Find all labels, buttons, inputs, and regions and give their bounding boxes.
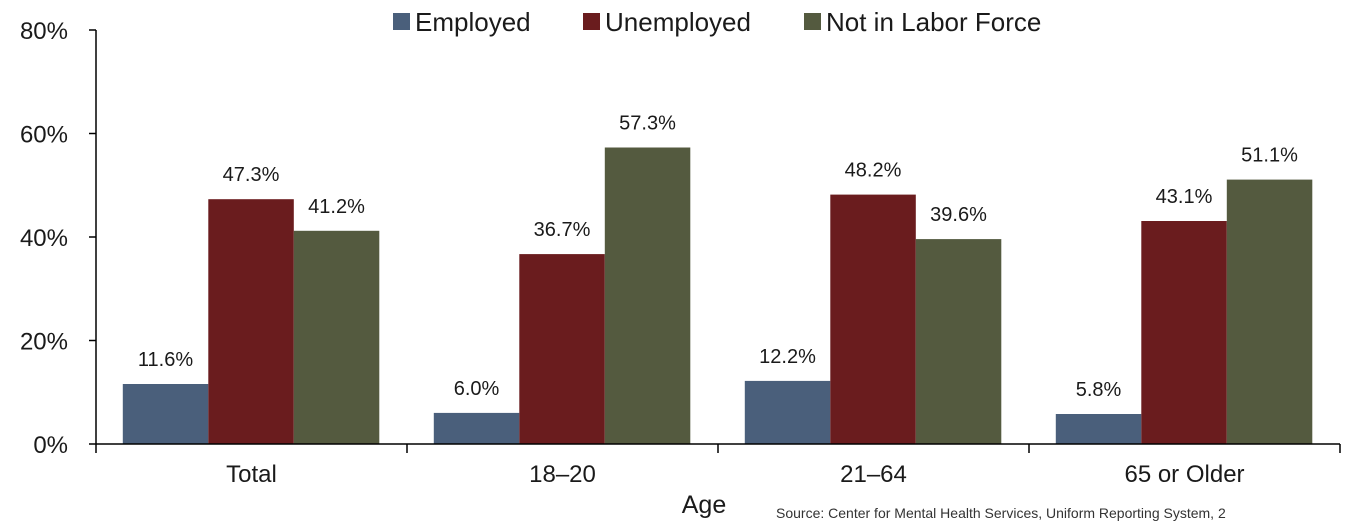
bar-not-in-labor-force-3 — [1226, 179, 1313, 444]
data-label: 11.6% — [138, 349, 193, 371]
bar-employed-2 — [744, 380, 831, 444]
legend-label-unemployed: Unemployed — [605, 7, 751, 37]
legend-swatch-employed — [393, 13, 410, 30]
data-label: 51.1% — [1241, 145, 1298, 167]
bar-not-in-labor-force-0 — [293, 230, 380, 444]
y-tick-label: 40% — [20, 225, 68, 252]
y-tick-label: 0% — [33, 432, 68, 459]
bar-not-in-labor-force-2 — [915, 239, 1002, 444]
legend-swatch-not-in-labor-force — [804, 13, 821, 30]
legend: Employed Unemployed Not in Labor Force — [393, 7, 1041, 37]
bar-unemployed-2 — [830, 194, 916, 444]
bar-unemployed-3 — [1141, 221, 1227, 444]
data-label: 39.6% — [930, 204, 987, 226]
x-tick-label: 65 or Older — [1124, 461, 1244, 488]
bar-unemployed-0 — [208, 199, 294, 444]
bar-employed-1 — [433, 412, 520, 444]
x-axis-title: Age — [682, 491, 726, 519]
bar-unemployed-1 — [519, 254, 605, 444]
y-tick-label: 80% — [20, 18, 68, 45]
plot-area: 11.6% 6.0% 12.2% 5.8% 47.3% 36.7% 48.2% 43.1% 41… — [20, 18, 1341, 488]
legend-label-employed: Employed — [415, 7, 531, 37]
data-label: 57.3% — [619, 113, 676, 135]
data-label: 36.7% — [534, 219, 591, 241]
data-label: 41.2% — [308, 196, 365, 218]
data-label: 5.8% — [1076, 379, 1122, 401]
x-tick-label: 18–20 — [529, 461, 596, 488]
x-tick-label: 21–64 — [840, 461, 907, 488]
bar-employed-3 — [1055, 414, 1142, 444]
data-label: 12.2% — [759, 346, 816, 368]
y-tick-label: 20% — [20, 329, 68, 356]
data-label: 6.0% — [454, 378, 500, 400]
legend-swatch-unemployed — [583, 13, 600, 30]
y-tick-label: 60% — [20, 122, 68, 149]
data-label: 43.1% — [1156, 186, 1213, 208]
data-label: 48.2% — [845, 160, 902, 182]
data-label: 47.3% — [223, 164, 280, 186]
bar-employed-0 — [122, 384, 209, 444]
source-note: Source: Center for Mental Health Service… — [776, 505, 1226, 521]
legend-label-not-in-labor-force: Not in Labor Force — [826, 7, 1041, 37]
x-tick-label: Total — [226, 461, 277, 488]
bar-not-in-labor-force-1 — [604, 147, 691, 444]
